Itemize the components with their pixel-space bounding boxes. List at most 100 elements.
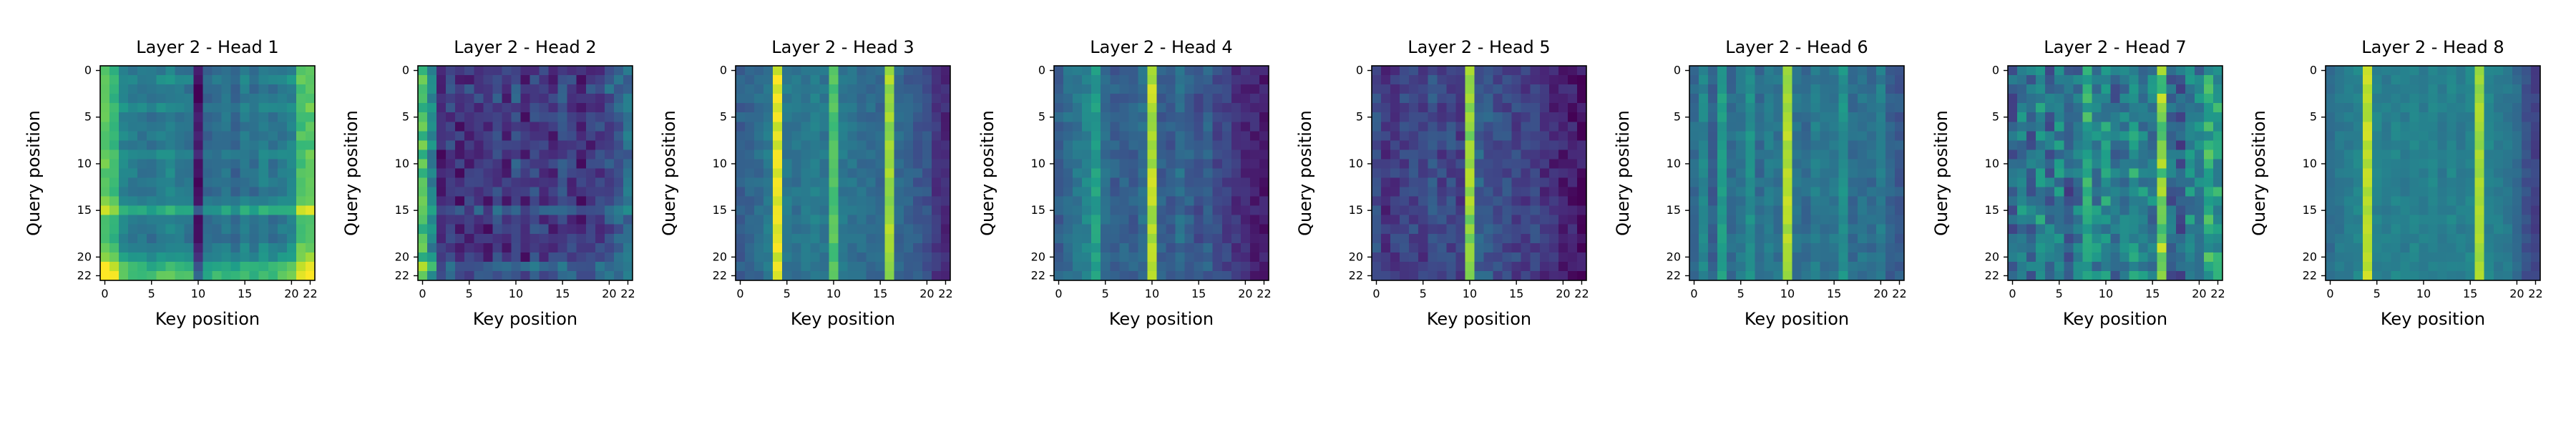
heatmap-cell xyxy=(1381,84,1391,94)
heatmap-cell xyxy=(623,187,633,197)
heatmap-cell xyxy=(2474,242,2485,253)
heatmap-cell xyxy=(427,233,437,244)
heatmap-cell xyxy=(1184,131,1195,141)
heatmap-cell xyxy=(446,103,456,113)
heatmap-cell xyxy=(286,252,297,262)
heatmap-cell xyxy=(474,131,484,141)
heatmap-cell xyxy=(2335,103,2345,113)
heatmap-cell xyxy=(1063,270,1073,281)
heatmap-cell xyxy=(193,270,203,281)
heatmap-cell xyxy=(2409,261,2419,272)
heatmap-cell xyxy=(1156,177,1166,187)
heatmap-cell xyxy=(2502,205,2513,216)
heatmap-cell xyxy=(296,75,306,85)
heatmap-cell xyxy=(2391,131,2401,141)
heatmap-cell xyxy=(1857,242,1868,253)
heatmap-cell xyxy=(2036,112,2046,122)
heatmap-cell xyxy=(2474,94,2485,104)
heatmap-cell xyxy=(1521,112,1531,122)
heatmap-cell xyxy=(1820,168,1830,178)
heatmap-cell xyxy=(539,112,550,122)
heatmap-cell xyxy=(492,75,502,85)
heatmap-cell xyxy=(2474,270,2485,281)
heatmap-cell xyxy=(502,177,512,187)
heatmap-cell xyxy=(464,270,474,281)
heatmap-cell xyxy=(1727,140,1737,150)
heatmap-cell xyxy=(221,233,232,244)
heatmap-cell xyxy=(931,131,942,141)
heatmap-cell xyxy=(763,270,774,281)
heatmap-cell xyxy=(2530,233,2541,244)
x-tick-label: 20 xyxy=(2509,287,2524,300)
heatmap-cell xyxy=(1558,168,1568,178)
heatmap-cell xyxy=(1437,131,1447,141)
heatmap-cell xyxy=(2484,261,2494,272)
heatmap-cell xyxy=(483,159,493,169)
y-tick-label: 22 xyxy=(713,268,727,282)
heatmap-cell xyxy=(1558,84,1568,94)
heatmap-cell xyxy=(1689,140,1699,150)
heatmap-cell xyxy=(1156,112,1166,122)
chart-title: Layer 2 - Head 1 xyxy=(136,37,278,57)
heatmap-cell xyxy=(623,224,633,235)
heatmap-cell xyxy=(1801,177,1811,187)
heatmap-cell xyxy=(2400,94,2410,104)
heatmap-cell xyxy=(193,215,203,225)
heatmap-cell xyxy=(1567,205,1578,216)
heatmap-cell xyxy=(791,224,801,235)
heatmap-cell xyxy=(894,66,904,76)
heatmap-panel-1: Layer 2 - Head 10 5 10 15 20 220510152022Key … xyxy=(24,37,318,329)
heatmap-cell xyxy=(1708,233,1718,244)
heatmap-cell xyxy=(2036,224,2046,235)
heatmap-cell xyxy=(520,242,530,253)
y-tick-label: 5 xyxy=(402,110,409,124)
heatmap-cell xyxy=(258,224,269,235)
heatmap-cell xyxy=(2484,177,2494,187)
heatmap-cell xyxy=(1400,168,1410,178)
heatmap-cell xyxy=(2400,224,2410,235)
heatmap-cell xyxy=(782,270,792,281)
heatmap-cell xyxy=(530,261,540,272)
heatmap-cell xyxy=(2157,131,2167,141)
heatmap-cell xyxy=(931,75,942,85)
heatmap-cell xyxy=(128,75,138,85)
heatmap-cell xyxy=(1175,261,1186,272)
heatmap-cell xyxy=(791,84,801,94)
heatmap-cell xyxy=(221,75,232,85)
heatmap-cell xyxy=(2437,196,2447,207)
heatmap-cell xyxy=(1801,84,1811,94)
heatmap-cell xyxy=(1857,66,1868,76)
heatmap-cell xyxy=(2419,196,2429,207)
heatmap-cell xyxy=(296,112,306,122)
heatmap-cell xyxy=(1221,131,1232,141)
heatmap-cell xyxy=(203,215,213,225)
heatmap-cell xyxy=(2082,233,2092,244)
heatmap-cell xyxy=(782,187,792,197)
heatmap-cell xyxy=(2045,149,2055,159)
heatmap-cell xyxy=(2474,187,2485,197)
heatmap-cell xyxy=(1446,66,1456,76)
heatmap-cell xyxy=(1372,215,1382,225)
heatmap-cell xyxy=(1175,177,1186,187)
heatmap-cell xyxy=(2203,224,2214,235)
heatmap-cell xyxy=(1184,112,1195,122)
heatmap-cell xyxy=(1446,215,1456,225)
heatmap-cell xyxy=(418,66,428,76)
heatmap-cell xyxy=(604,112,615,122)
heatmap-cell xyxy=(585,261,596,272)
heatmap-cell xyxy=(2344,66,2354,76)
x-tick-label: 20 xyxy=(284,287,298,300)
heatmap-cell xyxy=(623,205,633,216)
heatmap-cell xyxy=(2212,94,2223,104)
heatmap-cell xyxy=(1483,215,1493,225)
heatmap-cell xyxy=(1838,261,1849,272)
heatmap-cell xyxy=(1194,140,1204,150)
heatmap-cell xyxy=(1054,131,1064,141)
heatmap-cell xyxy=(2045,140,2055,150)
heatmap-cell xyxy=(1773,66,1783,76)
heatmap-cell xyxy=(1240,168,1251,178)
heatmap-cell xyxy=(1539,270,1550,281)
heatmap-cell xyxy=(2203,66,2214,76)
heatmap-cell xyxy=(2045,252,2055,262)
heatmap-cell xyxy=(567,66,577,76)
